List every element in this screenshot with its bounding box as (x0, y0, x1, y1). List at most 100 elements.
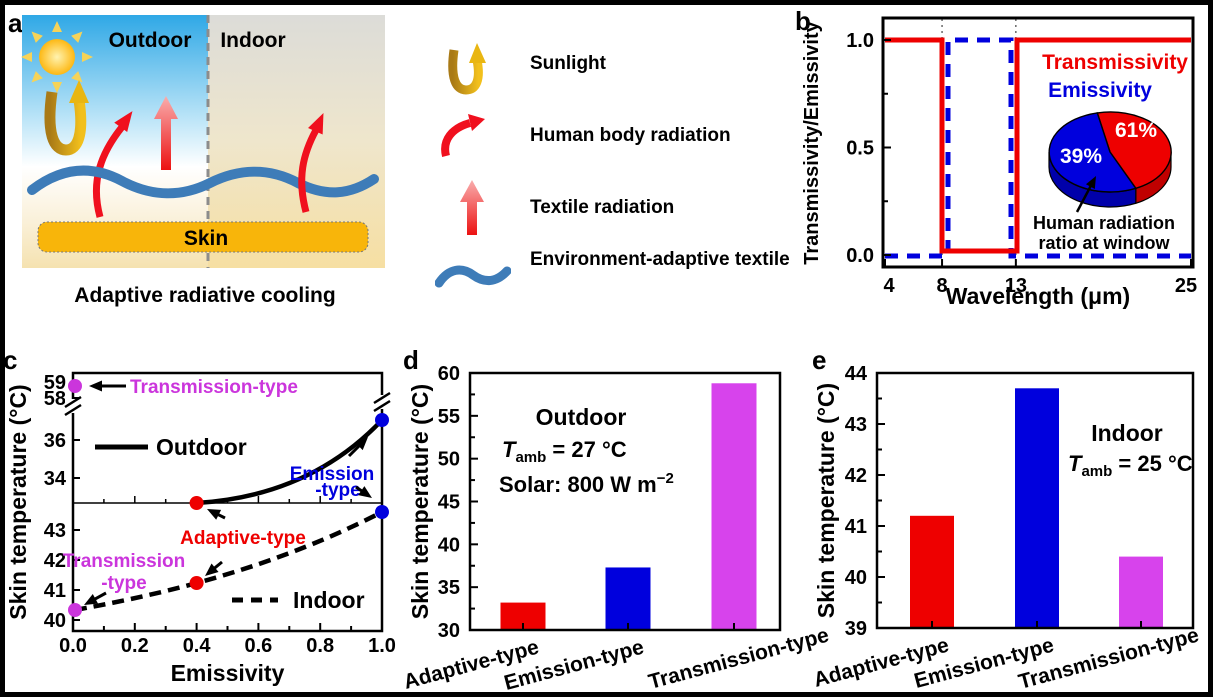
y-tick-label: 1.0 (846, 30, 874, 52)
axis-break-left (65, 399, 81, 413)
y-axis-label-c: Skin temperature (°C) (5, 384, 31, 619)
pie-caption-arrow-head (1085, 176, 1096, 189)
x-tick-label: 4 (883, 275, 895, 297)
y-axis-label-e: Skin temperature (°C) (813, 383, 839, 618)
outdoor-label: Outdoor (109, 29, 192, 52)
environment-adaptive-textile-icon (435, 265, 511, 288)
annotation-arrow-head (205, 563, 219, 576)
marker-indoor-emission-type (375, 505, 389, 519)
textile-radiation-icon (460, 180, 484, 235)
axis-break-left (64, 403, 82, 417)
annotation-e-0: Indoor (1091, 420, 1163, 446)
skin-bar (37, 221, 369, 253)
panel-a-caption: Adaptive radiative cooling (74, 284, 336, 307)
y-tick-label: 60 (438, 363, 460, 385)
legend-label-textile-radiation: Textile radiation (530, 197, 675, 218)
annotation-d-2: Solar: 800 W m−2 (499, 470, 674, 497)
panel-letter-a: a (8, 8, 23, 38)
y-tick-label: 40 (845, 567, 867, 589)
series-emissivity (885, 37, 1191, 259)
y-tick-label: 40 (44, 610, 66, 632)
plot-box-b (881, 16, 1195, 269)
schematic-legend: Sunlight Human body radiation Textile ra… (425, 10, 805, 330)
series-indoor (74, 510, 384, 613)
annotation-e-tamb: Tamb = 25 °C (1068, 451, 1193, 480)
panel-letter-e: e (812, 345, 827, 375)
y-tick-label: 41 (44, 580, 66, 602)
x-tick-label: 8 (936, 275, 947, 297)
y-tick-label: 0.5 (846, 138, 874, 160)
adaptive-textile-wave (27, 165, 379, 199)
y-axis-label-b: Transmissivity/Emissivity (801, 20, 823, 264)
human-body-radiation-icon (441, 114, 485, 157)
pie-caption-arrow (1075, 182, 1094, 213)
y-tick-label: 55 (438, 406, 460, 428)
y-tick-label: 41 (845, 516, 867, 538)
annotation-arrow-head (84, 593, 99, 605)
y-tick-label: 0.0 (846, 245, 874, 267)
annotation-adaptive-type: Adaptive-type (180, 528, 306, 549)
axis-break-right (373, 391, 391, 405)
legend-transmissivity: Transmissivity (1042, 51, 1188, 74)
y-tick-label: 30 (438, 620, 460, 642)
annotation-transmission-bottom: Transmission (63, 551, 186, 572)
y-tick-label: 39 (845, 618, 867, 640)
pie-caption-line1: Human radiation (1033, 213, 1175, 233)
x-tick-label: 25 (1175, 275, 1197, 297)
bar-emission-type (1015, 388, 1059, 628)
pie-caption-line2: ratio at window (1038, 233, 1170, 253)
sun-icon (21, 21, 93, 93)
sun-ray (31, 71, 43, 83)
annotation-transmission-bottom-type: -type (101, 573, 146, 594)
y-tick-label: 36 (44, 430, 66, 452)
y-tick-label: 35 (438, 577, 460, 599)
axis-break-right (374, 395, 390, 409)
y-tick-label: 43 (845, 414, 867, 436)
bar-transmission-type (711, 383, 757, 630)
sun-ray (31, 31, 43, 43)
legend-label-human-body-radiation: Human body radiation (530, 125, 731, 146)
sun-ray (71, 71, 83, 83)
bar-transmission-type (1119, 556, 1163, 628)
textile-radiation-arrow-icon (154, 96, 178, 170)
y-tick-label: 34 (44, 468, 67, 490)
pie-slice-39 (1048, 112, 1137, 193)
panel-letter-b: b (795, 6, 811, 36)
series-outdoor (196, 418, 384, 506)
series-transmissivity (885, 37, 1191, 254)
legend-label-environment-adaptive-textile: Environment-adaptive textile (530, 249, 790, 270)
pie-slice-61 (1096, 111, 1172, 190)
y-tick-label: 42 (44, 550, 66, 572)
sun-ray (52, 21, 62, 32)
axis-break-right (373, 399, 391, 413)
pie-label-61: 61% (1115, 119, 1157, 142)
x-tick-label: 0.8 (306, 635, 334, 657)
annotation-emission: Emission (290, 464, 374, 485)
x-tick-label: 0.0 (59, 635, 87, 657)
annotation-d-0: Outdoor (536, 404, 627, 430)
legend-indoor: Indoor (293, 587, 365, 613)
annotation-arrow-head (358, 486, 372, 498)
y-tick-label: 58 (44, 388, 66, 410)
y-tick-label: 50 (438, 449, 460, 471)
sun-ray (71, 31, 83, 43)
x-axis-label-c: Emissivity (171, 660, 285, 686)
annotation-arrow-head (354, 437, 368, 451)
x-tick-label: 13 (1005, 275, 1027, 297)
human-body-radiation-arrow-indoor (298, 112, 324, 213)
annotation-arrow-head (207, 509, 222, 520)
x-axis-label-b: Wavelength (μm) (946, 283, 1130, 309)
y-tick-label: 45 (438, 492, 460, 514)
bar-emission-type (605, 567, 651, 630)
legend-outdoor: Outdoor (156, 434, 247, 460)
sun-ray (52, 82, 62, 93)
y-tick-label: 40 (438, 534, 460, 556)
sun-ray (82, 52, 93, 62)
bar-adaptive-type (910, 515, 954, 628)
annotation-emission-type: -type (315, 480, 360, 501)
indoor-label: Indoor (220, 29, 285, 52)
